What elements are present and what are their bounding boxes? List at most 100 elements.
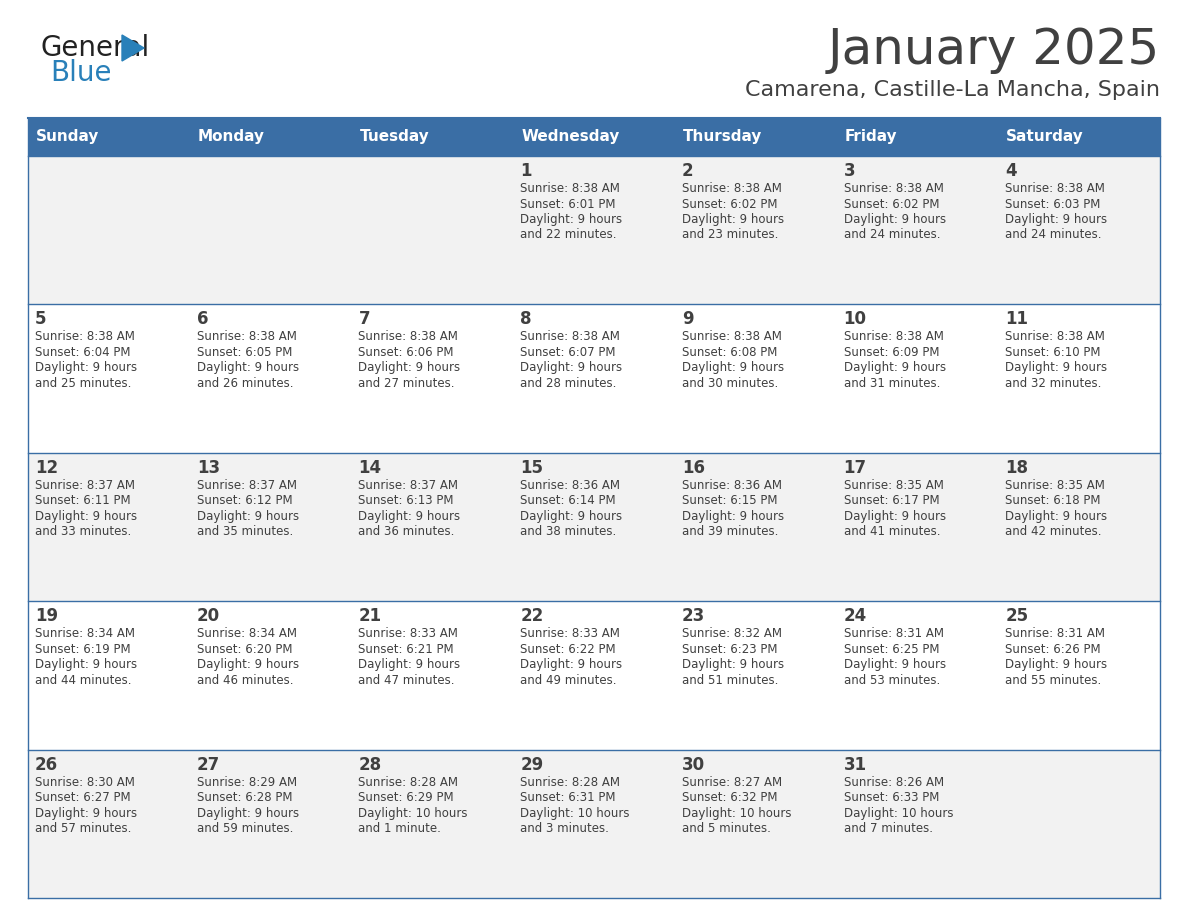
Bar: [513, 305, 675, 453]
Text: Sunset: 6:31 PM: Sunset: 6:31 PM: [520, 791, 615, 804]
Bar: [352, 601, 513, 750]
Bar: [513, 750, 675, 898]
Text: 6: 6: [197, 310, 208, 329]
Bar: [29, 601, 190, 750]
Text: Daylight: 9 hours: Daylight: 9 hours: [1005, 509, 1107, 522]
Text: Daylight: 9 hours: Daylight: 9 hours: [1005, 658, 1107, 671]
Text: and 41 minutes.: and 41 minutes.: [843, 525, 940, 538]
Text: and 59 minutes.: and 59 minutes.: [197, 823, 293, 835]
Text: Friday: Friday: [845, 129, 897, 144]
Text: 25: 25: [1005, 607, 1029, 625]
Text: Sunrise: 8:38 AM: Sunrise: 8:38 AM: [1005, 182, 1105, 195]
Text: Sunset: 6:28 PM: Sunset: 6:28 PM: [197, 791, 292, 804]
Text: Sunset: 6:02 PM: Sunset: 6:02 PM: [682, 197, 777, 210]
Text: Sunrise: 8:38 AM: Sunrise: 8:38 AM: [843, 330, 943, 343]
Text: General: General: [40, 34, 150, 62]
Text: Monday: Monday: [197, 129, 265, 144]
Text: and 5 minutes.: and 5 minutes.: [682, 823, 771, 835]
Bar: [29, 156, 190, 305]
Text: and 24 minutes.: and 24 minutes.: [1005, 229, 1101, 241]
Text: Sunset: 6:06 PM: Sunset: 6:06 PM: [359, 346, 454, 359]
Text: Sunset: 6:02 PM: Sunset: 6:02 PM: [843, 197, 939, 210]
Text: Sunrise: 8:34 AM: Sunrise: 8:34 AM: [34, 627, 135, 640]
Text: and 49 minutes.: and 49 minutes.: [520, 674, 617, 687]
Text: 12: 12: [34, 459, 58, 476]
Polygon shape: [122, 35, 144, 61]
Text: 28: 28: [359, 756, 381, 774]
Text: Sunrise: 8:35 AM: Sunrise: 8:35 AM: [1005, 479, 1105, 492]
Text: Daylight: 9 hours: Daylight: 9 hours: [359, 658, 461, 671]
Text: Daylight: 9 hours: Daylight: 9 hours: [843, 213, 946, 226]
Text: Sunset: 6:07 PM: Sunset: 6:07 PM: [520, 346, 615, 359]
Bar: [998, 453, 1159, 601]
Text: Daylight: 9 hours: Daylight: 9 hours: [843, 658, 946, 671]
Bar: [675, 601, 836, 750]
Text: Daylight: 9 hours: Daylight: 9 hours: [197, 807, 299, 820]
Text: Daylight: 9 hours: Daylight: 9 hours: [34, 362, 137, 375]
Text: Sunset: 6:23 PM: Sunset: 6:23 PM: [682, 643, 777, 655]
Text: and 22 minutes.: and 22 minutes.: [520, 229, 617, 241]
Text: Daylight: 10 hours: Daylight: 10 hours: [843, 807, 953, 820]
Bar: [352, 156, 513, 305]
Text: January 2025: January 2025: [828, 26, 1159, 74]
Text: Daylight: 10 hours: Daylight: 10 hours: [682, 807, 791, 820]
Text: Daylight: 9 hours: Daylight: 9 hours: [197, 362, 299, 375]
Text: and 7 minutes.: and 7 minutes.: [843, 823, 933, 835]
Bar: [29, 305, 190, 453]
Text: Sunrise: 8:29 AM: Sunrise: 8:29 AM: [197, 776, 297, 789]
Text: Sunrise: 8:28 AM: Sunrise: 8:28 AM: [359, 776, 459, 789]
Text: Daylight: 9 hours: Daylight: 9 hours: [682, 213, 784, 226]
Bar: [836, 156, 998, 305]
Text: Daylight: 9 hours: Daylight: 9 hours: [359, 362, 461, 375]
Text: and 33 minutes.: and 33 minutes.: [34, 525, 131, 538]
Bar: [675, 305, 836, 453]
Text: Sunrise: 8:33 AM: Sunrise: 8:33 AM: [520, 627, 620, 640]
Text: Sunset: 6:04 PM: Sunset: 6:04 PM: [34, 346, 131, 359]
Text: Daylight: 9 hours: Daylight: 9 hours: [843, 509, 946, 522]
Text: and 3 minutes.: and 3 minutes.: [520, 823, 609, 835]
Text: Sunset: 6:25 PM: Sunset: 6:25 PM: [843, 643, 939, 655]
Text: Sunrise: 8:36 AM: Sunrise: 8:36 AM: [682, 479, 782, 492]
Text: Sunset: 6:17 PM: Sunset: 6:17 PM: [843, 494, 940, 508]
Bar: [836, 305, 998, 453]
Bar: [998, 118, 1159, 156]
Text: Sunrise: 8:35 AM: Sunrise: 8:35 AM: [843, 479, 943, 492]
Bar: [513, 118, 675, 156]
Text: and 47 minutes.: and 47 minutes.: [359, 674, 455, 687]
Text: Sunset: 6:01 PM: Sunset: 6:01 PM: [520, 197, 615, 210]
Text: Daylight: 9 hours: Daylight: 9 hours: [197, 509, 299, 522]
Text: Sunrise: 8:31 AM: Sunrise: 8:31 AM: [1005, 627, 1105, 640]
Text: 16: 16: [682, 459, 704, 476]
Text: Sunrise: 8:38 AM: Sunrise: 8:38 AM: [34, 330, 135, 343]
Text: Sunday: Sunday: [36, 129, 100, 144]
Text: Daylight: 10 hours: Daylight: 10 hours: [359, 807, 468, 820]
Text: Sunset: 6:03 PM: Sunset: 6:03 PM: [1005, 197, 1100, 210]
Text: 17: 17: [843, 459, 867, 476]
Bar: [675, 453, 836, 601]
Text: Daylight: 9 hours: Daylight: 9 hours: [682, 658, 784, 671]
Text: Daylight: 9 hours: Daylight: 9 hours: [520, 362, 623, 375]
Bar: [675, 118, 836, 156]
Text: 7: 7: [359, 310, 369, 329]
Text: Sunset: 6:18 PM: Sunset: 6:18 PM: [1005, 494, 1101, 508]
Text: Sunset: 6:13 PM: Sunset: 6:13 PM: [359, 494, 454, 508]
Text: Sunset: 6:22 PM: Sunset: 6:22 PM: [520, 643, 615, 655]
Text: Thursday: Thursday: [683, 129, 763, 144]
Text: and 1 minute.: and 1 minute.: [359, 823, 441, 835]
Text: and 25 minutes.: and 25 minutes.: [34, 377, 132, 390]
Bar: [836, 118, 998, 156]
Text: 2: 2: [682, 162, 694, 180]
Bar: [998, 156, 1159, 305]
Text: and 27 minutes.: and 27 minutes.: [359, 377, 455, 390]
Text: and 39 minutes.: and 39 minutes.: [682, 525, 778, 538]
Text: Sunset: 6:08 PM: Sunset: 6:08 PM: [682, 346, 777, 359]
Text: Daylight: 9 hours: Daylight: 9 hours: [34, 807, 137, 820]
Text: Sunset: 6:27 PM: Sunset: 6:27 PM: [34, 791, 131, 804]
Text: 5: 5: [34, 310, 46, 329]
Bar: [190, 601, 352, 750]
Text: 13: 13: [197, 459, 220, 476]
Text: Sunset: 6:29 PM: Sunset: 6:29 PM: [359, 791, 454, 804]
Text: and 32 minutes.: and 32 minutes.: [1005, 377, 1101, 390]
Text: Sunset: 6:09 PM: Sunset: 6:09 PM: [843, 346, 939, 359]
Bar: [352, 305, 513, 453]
